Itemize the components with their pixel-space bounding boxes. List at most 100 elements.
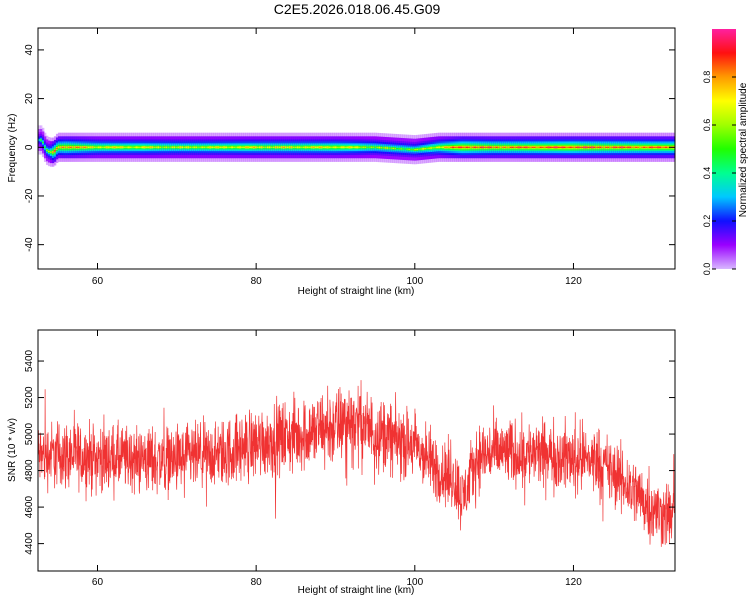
spectrogram-cell xyxy=(155,146,158,148)
spectrogram-cell xyxy=(450,146,453,148)
spectrogram-cell xyxy=(252,146,256,148)
spectrogram-cell xyxy=(201,146,204,148)
spectrogram-cell xyxy=(581,146,584,148)
spectrogram-cell xyxy=(386,147,389,149)
spectrogram-cell xyxy=(454,146,457,148)
spectrogram-cell xyxy=(280,146,284,148)
spectrogram-cell xyxy=(392,147,395,150)
spectrogram-cell xyxy=(509,146,513,148)
spectrogram-cell xyxy=(432,147,435,149)
spectrogram-cell xyxy=(469,146,473,148)
spectrogram-cell xyxy=(539,146,543,148)
spectrogram-cell xyxy=(485,146,489,148)
spectrogram-cell xyxy=(282,146,286,148)
spectrogram-cell xyxy=(147,146,150,148)
spectrogram-cell xyxy=(364,146,367,148)
spectrogram-cell xyxy=(45,149,49,151)
spectrogram-cell xyxy=(225,146,228,148)
spectrogram-cell xyxy=(471,146,475,148)
spectrogram-panel: 60 80 100 120 -40 -20 0 20 40 Height of straigh… xyxy=(7,27,676,297)
spectrogram-cell xyxy=(434,147,437,149)
spectrogram-cell xyxy=(247,146,250,148)
spectrogram-cell xyxy=(209,146,212,148)
spectrogram-cell xyxy=(38,139,41,141)
spectrogram-cell xyxy=(53,150,57,152)
spectrogram-cell xyxy=(577,146,580,148)
spectrogram-cell xyxy=(354,146,357,148)
spectrogram-cell xyxy=(169,146,172,148)
spectrogram-y-tick-label: 40 xyxy=(24,44,35,56)
spectrogram-cell xyxy=(344,146,347,148)
spectrogram-cell xyxy=(161,146,164,148)
spectrogram-cell xyxy=(467,146,471,148)
spectrogram-cell xyxy=(615,146,618,148)
spectrogram-cell xyxy=(103,146,107,148)
spectrogram-cell xyxy=(563,146,566,148)
spectrogram-cell xyxy=(47,150,51,153)
spectrogram-cell xyxy=(284,146,288,148)
spectrogram-cell xyxy=(575,146,578,148)
spectrogram-cell xyxy=(444,146,447,148)
spectrogram-cell xyxy=(131,146,134,148)
spectrogram-cell xyxy=(497,146,501,148)
spectrogram-cell xyxy=(97,146,101,148)
spectrogram-cell xyxy=(191,146,194,148)
spectrogram-cell xyxy=(422,148,425,150)
spectrogram-cell xyxy=(175,146,178,148)
spectrogram-cell xyxy=(260,146,264,148)
spectrogram-cell xyxy=(448,146,451,148)
colorbar-tick-label: 0.2 xyxy=(702,215,712,228)
spectrogram-cell xyxy=(233,146,236,148)
spectrogram-cell xyxy=(366,146,369,148)
spectrogram-cell xyxy=(223,146,226,148)
spectrogram-cell xyxy=(388,147,391,149)
spectrogram-cell xyxy=(324,146,328,148)
spectrogram-cell xyxy=(593,146,596,148)
spectrogram-cell xyxy=(611,146,614,148)
spectrogram-y-tick-label: 20 xyxy=(24,93,35,105)
spectrogram-cell xyxy=(268,146,272,148)
spectrogram-cell xyxy=(446,146,449,148)
spectrogram-cell xyxy=(163,146,166,148)
colorbar-gradient xyxy=(712,29,736,269)
spectrogram-cell xyxy=(382,147,385,149)
spectrogram-cell xyxy=(643,146,646,148)
spectrogram-x-tick-label: 60 xyxy=(92,276,104,287)
spectrogram-cell xyxy=(571,146,574,148)
spectrogram-cell xyxy=(499,146,503,148)
spectrogram-cell xyxy=(167,146,170,148)
spectrogram-cell xyxy=(426,147,429,150)
spectrogram-cell xyxy=(93,146,97,148)
spectrogram-cell xyxy=(416,148,419,151)
snr-y-tick-label: 4800 xyxy=(24,459,35,482)
spectrogram-cell xyxy=(356,146,359,148)
spectrogram-cell xyxy=(99,146,103,148)
spectrogram-cell xyxy=(378,146,381,149)
spectrogram-cell xyxy=(117,146,121,148)
snr-x-ticks: 60 80 100 120 xyxy=(92,330,582,588)
spectrogram-cell xyxy=(587,146,590,148)
spectrogram-cell xyxy=(493,146,497,148)
snr-x-tick-label: 100 xyxy=(406,577,423,588)
spectrogram-cell xyxy=(649,146,652,148)
spectrogram-cell xyxy=(243,146,246,148)
spectrogram-cell xyxy=(219,146,222,148)
spectrogram-cell xyxy=(481,146,485,148)
spectrogram-cell xyxy=(61,146,65,148)
spectrogram-cell xyxy=(487,146,491,148)
spectrogram-cell xyxy=(625,146,628,148)
spectrogram-cell xyxy=(384,147,387,149)
spectrogram-cell xyxy=(264,146,268,148)
spectrogram-cell xyxy=(358,146,361,148)
snr-y-tick-label: 5000 xyxy=(24,423,35,446)
spectrogram-cell xyxy=(505,146,509,148)
spectrogram-cell xyxy=(603,146,606,148)
spectrogram-cell xyxy=(290,146,294,148)
snr-series-line xyxy=(38,380,675,547)
spectrogram-cell xyxy=(318,146,322,148)
spectrogram-cell xyxy=(221,146,224,148)
spectrogram-cell xyxy=(51,151,55,153)
spectrogram-cell xyxy=(595,146,598,148)
spectrogram-cell xyxy=(121,146,124,148)
spectrogram-y-tick-label: 0 xyxy=(24,144,35,150)
